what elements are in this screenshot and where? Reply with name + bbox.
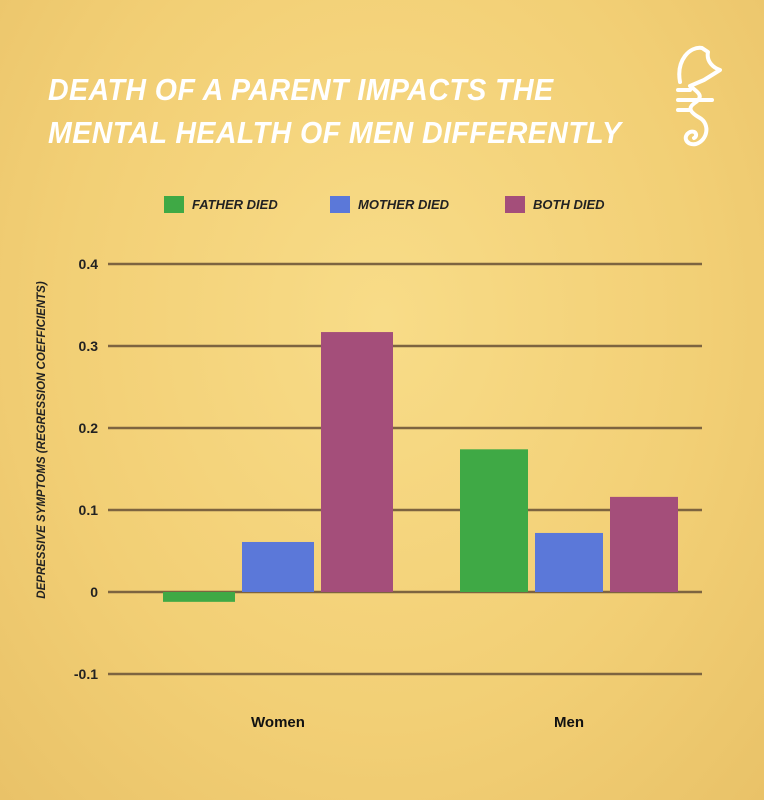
legend-label: Both died [533,197,605,212]
legend-label: Mother died [358,197,449,212]
legend-item-mother-died: Mother died [330,196,449,213]
y-tick-label: -0.1 [74,666,98,682]
bar-men-mother-died [535,532,603,592]
y-tick-label: 0.2 [79,420,99,436]
legend-swatch [164,196,184,213]
bar-men-both-died [610,496,678,592]
title-line-1: Death of a parent impacts the [48,72,554,107]
legend-swatch [505,196,525,213]
y-tick-label: 0.3 [79,338,99,354]
y-tick-label: 0 [90,584,98,600]
x-tick-label: Men [554,714,584,731]
legend: Father died Mother died Both died [0,196,764,216]
seahorse-logo-icon [676,45,722,147]
bar-women-father-died [163,592,235,602]
legend-item-both-died: Both died [505,196,605,213]
chart-title: Death of a parent impacts the mental hea… [48,68,621,154]
bar-women-mother-died [242,541,314,592]
bar-women-both-died [321,332,393,592]
title-line-2: mental health of men differently [48,115,622,150]
y-tick-label: 0.4 [79,256,99,272]
legend-swatch [330,196,350,213]
bar-men-father-died [460,449,528,592]
x-tick-label: Women [251,714,305,731]
y-tick-label: 0.1 [79,502,99,518]
legend-item-father-died: Father died [164,196,278,213]
legend-label: Father died [192,197,278,212]
